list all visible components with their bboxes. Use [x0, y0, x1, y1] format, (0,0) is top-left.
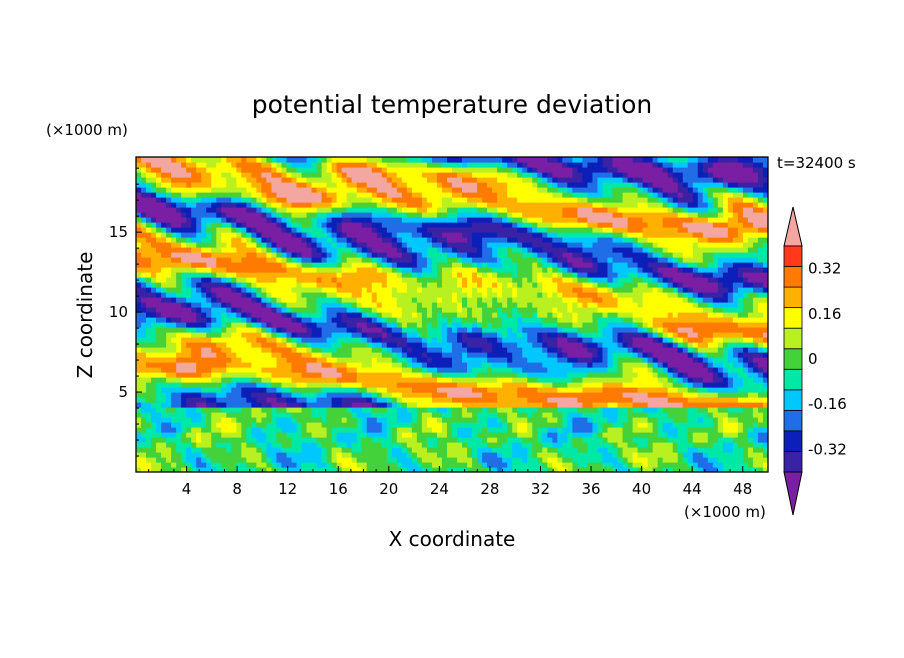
colorbar-top-arrow — [784, 207, 802, 246]
x-tick-label: 40 — [632, 480, 651, 498]
colorbar-swatch — [784, 308, 802, 329]
colorbar-swatch — [784, 328, 802, 349]
x-tick-label: 24 — [430, 480, 449, 498]
y-tick-label: 5 — [118, 383, 128, 401]
y-tick-label: 10 — [109, 303, 128, 321]
colorbar-swatch — [784, 390, 802, 411]
x-tick-label: 44 — [683, 480, 702, 498]
y-axis-unit: (×1000 m) — [46, 121, 128, 139]
x-tick-label: 8 — [232, 480, 242, 498]
colorbar-tick-label: -0.32 — [808, 440, 847, 458]
plot-field — [136, 157, 769, 473]
colorbar-swatch — [784, 431, 802, 452]
x-tick-label: 12 — [278, 480, 297, 498]
colorbar-swatch — [784, 410, 802, 431]
x-tick-label: 20 — [379, 480, 398, 498]
y-tick-label: 15 — [109, 223, 128, 241]
colorbar-swatch — [784, 349, 802, 370]
x-tick-label: 32 — [531, 480, 550, 498]
colorbar-tick-label: -0.16 — [808, 395, 847, 413]
colorbar-swatch — [784, 246, 802, 267]
colorbar-swatch — [784, 267, 802, 288]
colorbar-swatch — [784, 451, 802, 472]
x-tick-label: 28 — [480, 480, 499, 498]
colorbar-tick-label: 0.32 — [808, 260, 841, 278]
x-tick-label: 16 — [329, 480, 348, 498]
x-axis-unit: (×1000 m) — [684, 503, 766, 521]
colorbar-tick-label: 0 — [808, 350, 818, 368]
colorbar-swatch — [784, 287, 802, 308]
colorbar-swatch — [784, 369, 802, 390]
x-tick-label: 48 — [733, 480, 752, 498]
y-axis-label: Z coordinate — [73, 252, 97, 379]
colorbar: 0.32 0.16 0 -0.16 -0.32 — [784, 207, 847, 515]
time-label: t=32400 s — [777, 154, 856, 172]
x-tick-label: 4 — [182, 480, 192, 498]
x-axis-label: X coordinate — [389, 527, 516, 551]
colorbar-tick-label: 0.16 — [808, 305, 841, 323]
chart-title: potential temperature deviation — [252, 90, 652, 119]
x-tick-label: 36 — [581, 480, 600, 498]
colorbar-bottom-arrow — [784, 472, 802, 515]
